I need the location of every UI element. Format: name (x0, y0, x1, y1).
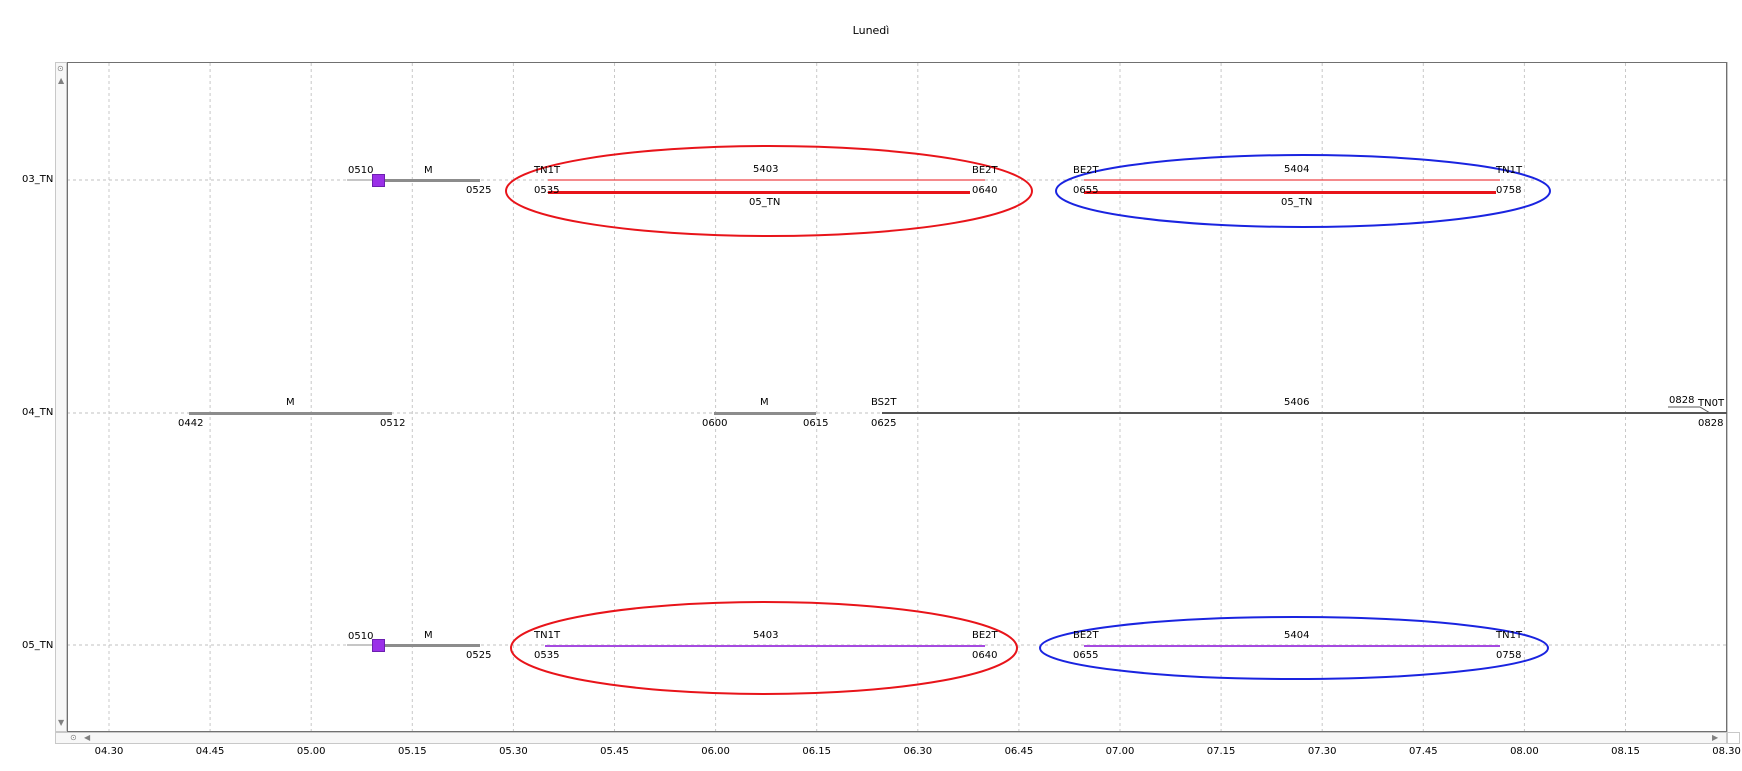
row04-trip-5406-bar[interactable] (882, 412, 1727, 414)
row04-seg2-end: 0615 (803, 418, 829, 429)
row05-seg1-end: 0525 (466, 650, 492, 661)
highlight-ellipse-row05-5404 (1039, 616, 1549, 680)
row05-seg2-end: 0640 (972, 650, 998, 661)
row03-maneuver-bar[interactable] (385, 179, 480, 182)
time-tick-label: 07.00 (1105, 746, 1135, 757)
row05-seg3-from: BE2T (1073, 630, 1099, 641)
row05-seg2-start: 0535 (534, 650, 560, 661)
time-tick-label: 08.30 (1712, 746, 1741, 757)
row03-seg2-trip: 5403 (753, 164, 779, 175)
row03-seg1-label: M (424, 165, 433, 176)
row05-seg2-trip: 5403 (753, 630, 779, 641)
scroll-corner (1727, 732, 1740, 744)
row04-seg3-from: BS2T (871, 397, 897, 408)
row04-seg1-label: M (286, 397, 295, 408)
row04-maneuver-bar-1[interactable] (189, 412, 392, 415)
row03-seg2-from: TN1T (534, 165, 561, 176)
scroll-left-icon[interactable]: ◀ (84, 733, 91, 742)
right-scroll-gutter (1727, 62, 1740, 732)
scroll-reset-icon[interactable]: ⊙ (57, 64, 64, 73)
row04-seg2-start: 0600 (702, 418, 728, 429)
row05-seg1-start: 0510 (348, 631, 374, 642)
row04-seg3-end: 0828 (1698, 418, 1724, 429)
row03-seg2-end: 0640 (972, 185, 998, 196)
row05-seg2-to: BE2T (972, 630, 998, 641)
row03-trip-5404-bar[interactable] (1084, 191, 1496, 194)
highlight-ellipse-row03-5403 (505, 145, 1033, 237)
row05-seg3-start: 0655 (1073, 650, 1099, 661)
time-tick-label: 05.15 (397, 746, 427, 757)
vertical-scrollbar[interactable]: ⊙ ▲ ▼ (55, 62, 67, 732)
time-tick-label: 05.00 (296, 746, 326, 757)
row04-seg1-end: 0512 (380, 418, 406, 429)
time-tick-label: 08.00 (1510, 746, 1539, 757)
time-tick-label: 07.30 (1307, 746, 1337, 757)
time-tick-label: 06.30 (903, 746, 933, 757)
row03-seg3-to: TN1T (1496, 165, 1523, 176)
time-tick-label: 06.45 (1004, 746, 1034, 757)
row03-seg1-end: 0525 (466, 185, 492, 196)
hscroll-reset-icon[interactable]: ⊙ (70, 733, 77, 742)
row04-seg2-label: M (760, 397, 769, 408)
row03-trip-5403-bar[interactable] (548, 191, 970, 194)
time-tick-label: 05.30 (499, 746, 528, 757)
row05-trip-5404-bar[interactable] (1084, 645, 1500, 647)
day-title: Lunedì (852, 24, 890, 37)
time-tick-label: 04.30 (94, 746, 124, 757)
row04-seg3-start: 0625 (871, 418, 897, 429)
time-tick-label: 06.00 (701, 746, 730, 757)
row05-maneuver-bar[interactable] (385, 644, 480, 647)
time-tick-label: 04.45 (195, 746, 225, 757)
row03-seg2-start: 0535 (534, 185, 560, 196)
row05-seg2-from: TN1T (534, 630, 561, 641)
scroll-up-icon[interactable]: ▲ (58, 76, 65, 85)
row04-seg1-start: 0442 (178, 418, 204, 429)
row05-seg1-label: M (424, 630, 433, 641)
row03-handle-marker[interactable] (372, 174, 385, 187)
row04-seg3-trip: 5406 (1284, 397, 1310, 408)
row04-maneuver-bar-2[interactable] (714, 412, 816, 415)
row03-seg3-end: 0758 (1496, 185, 1522, 196)
time-tick-label: 08.15 (1611, 746, 1640, 757)
row03-seg3-from: BE2T (1073, 165, 1099, 176)
scroll-right-icon[interactable]: ▶ (1712, 733, 1719, 742)
row-label-04: 04_TN (22, 407, 54, 418)
time-tick-label: 07.15 (1206, 746, 1236, 757)
row03-seg3-trip: 5404 (1284, 164, 1310, 175)
row03-seg2-linked: 05_TN (749, 197, 781, 208)
row05-seg3-end: 0758 (1496, 650, 1522, 661)
highlight-ellipse-row03-5404 (1055, 154, 1551, 228)
row05-handle-marker[interactable] (372, 639, 385, 652)
row05-seg3-to: TN1T (1496, 630, 1523, 641)
row03-seg2-to: BE2T (972, 165, 998, 176)
highlight-ellipse-row05-5403 (510, 601, 1018, 695)
row-label-05: 05_TN (22, 640, 54, 651)
row03-seg3-start: 0655 (1073, 185, 1099, 196)
horizontal-scrollbar[interactable]: ⊙ ◀ ▶ (55, 732, 1727, 744)
row04-seg3-end-top: 0828 (1669, 395, 1695, 406)
timeline-frame (67, 62, 1727, 732)
time-tick-label: 06.15 (802, 746, 831, 757)
row05-trip-5403-bar[interactable] (545, 645, 985, 647)
row04-seg3-to: TN0T (1698, 398, 1725, 409)
row03-seg3-linked: 05_TN (1281, 197, 1313, 208)
row-label-03: 03_TN (22, 174, 54, 185)
row03-seg1-start: 0510 (348, 165, 374, 176)
row05-seg3-trip: 5404 (1284, 630, 1310, 641)
scroll-down-icon[interactable]: ▼ (58, 718, 65, 727)
time-tick-label: 05.45 (600, 746, 629, 757)
time-tick-label: 07.45 (1408, 746, 1438, 757)
